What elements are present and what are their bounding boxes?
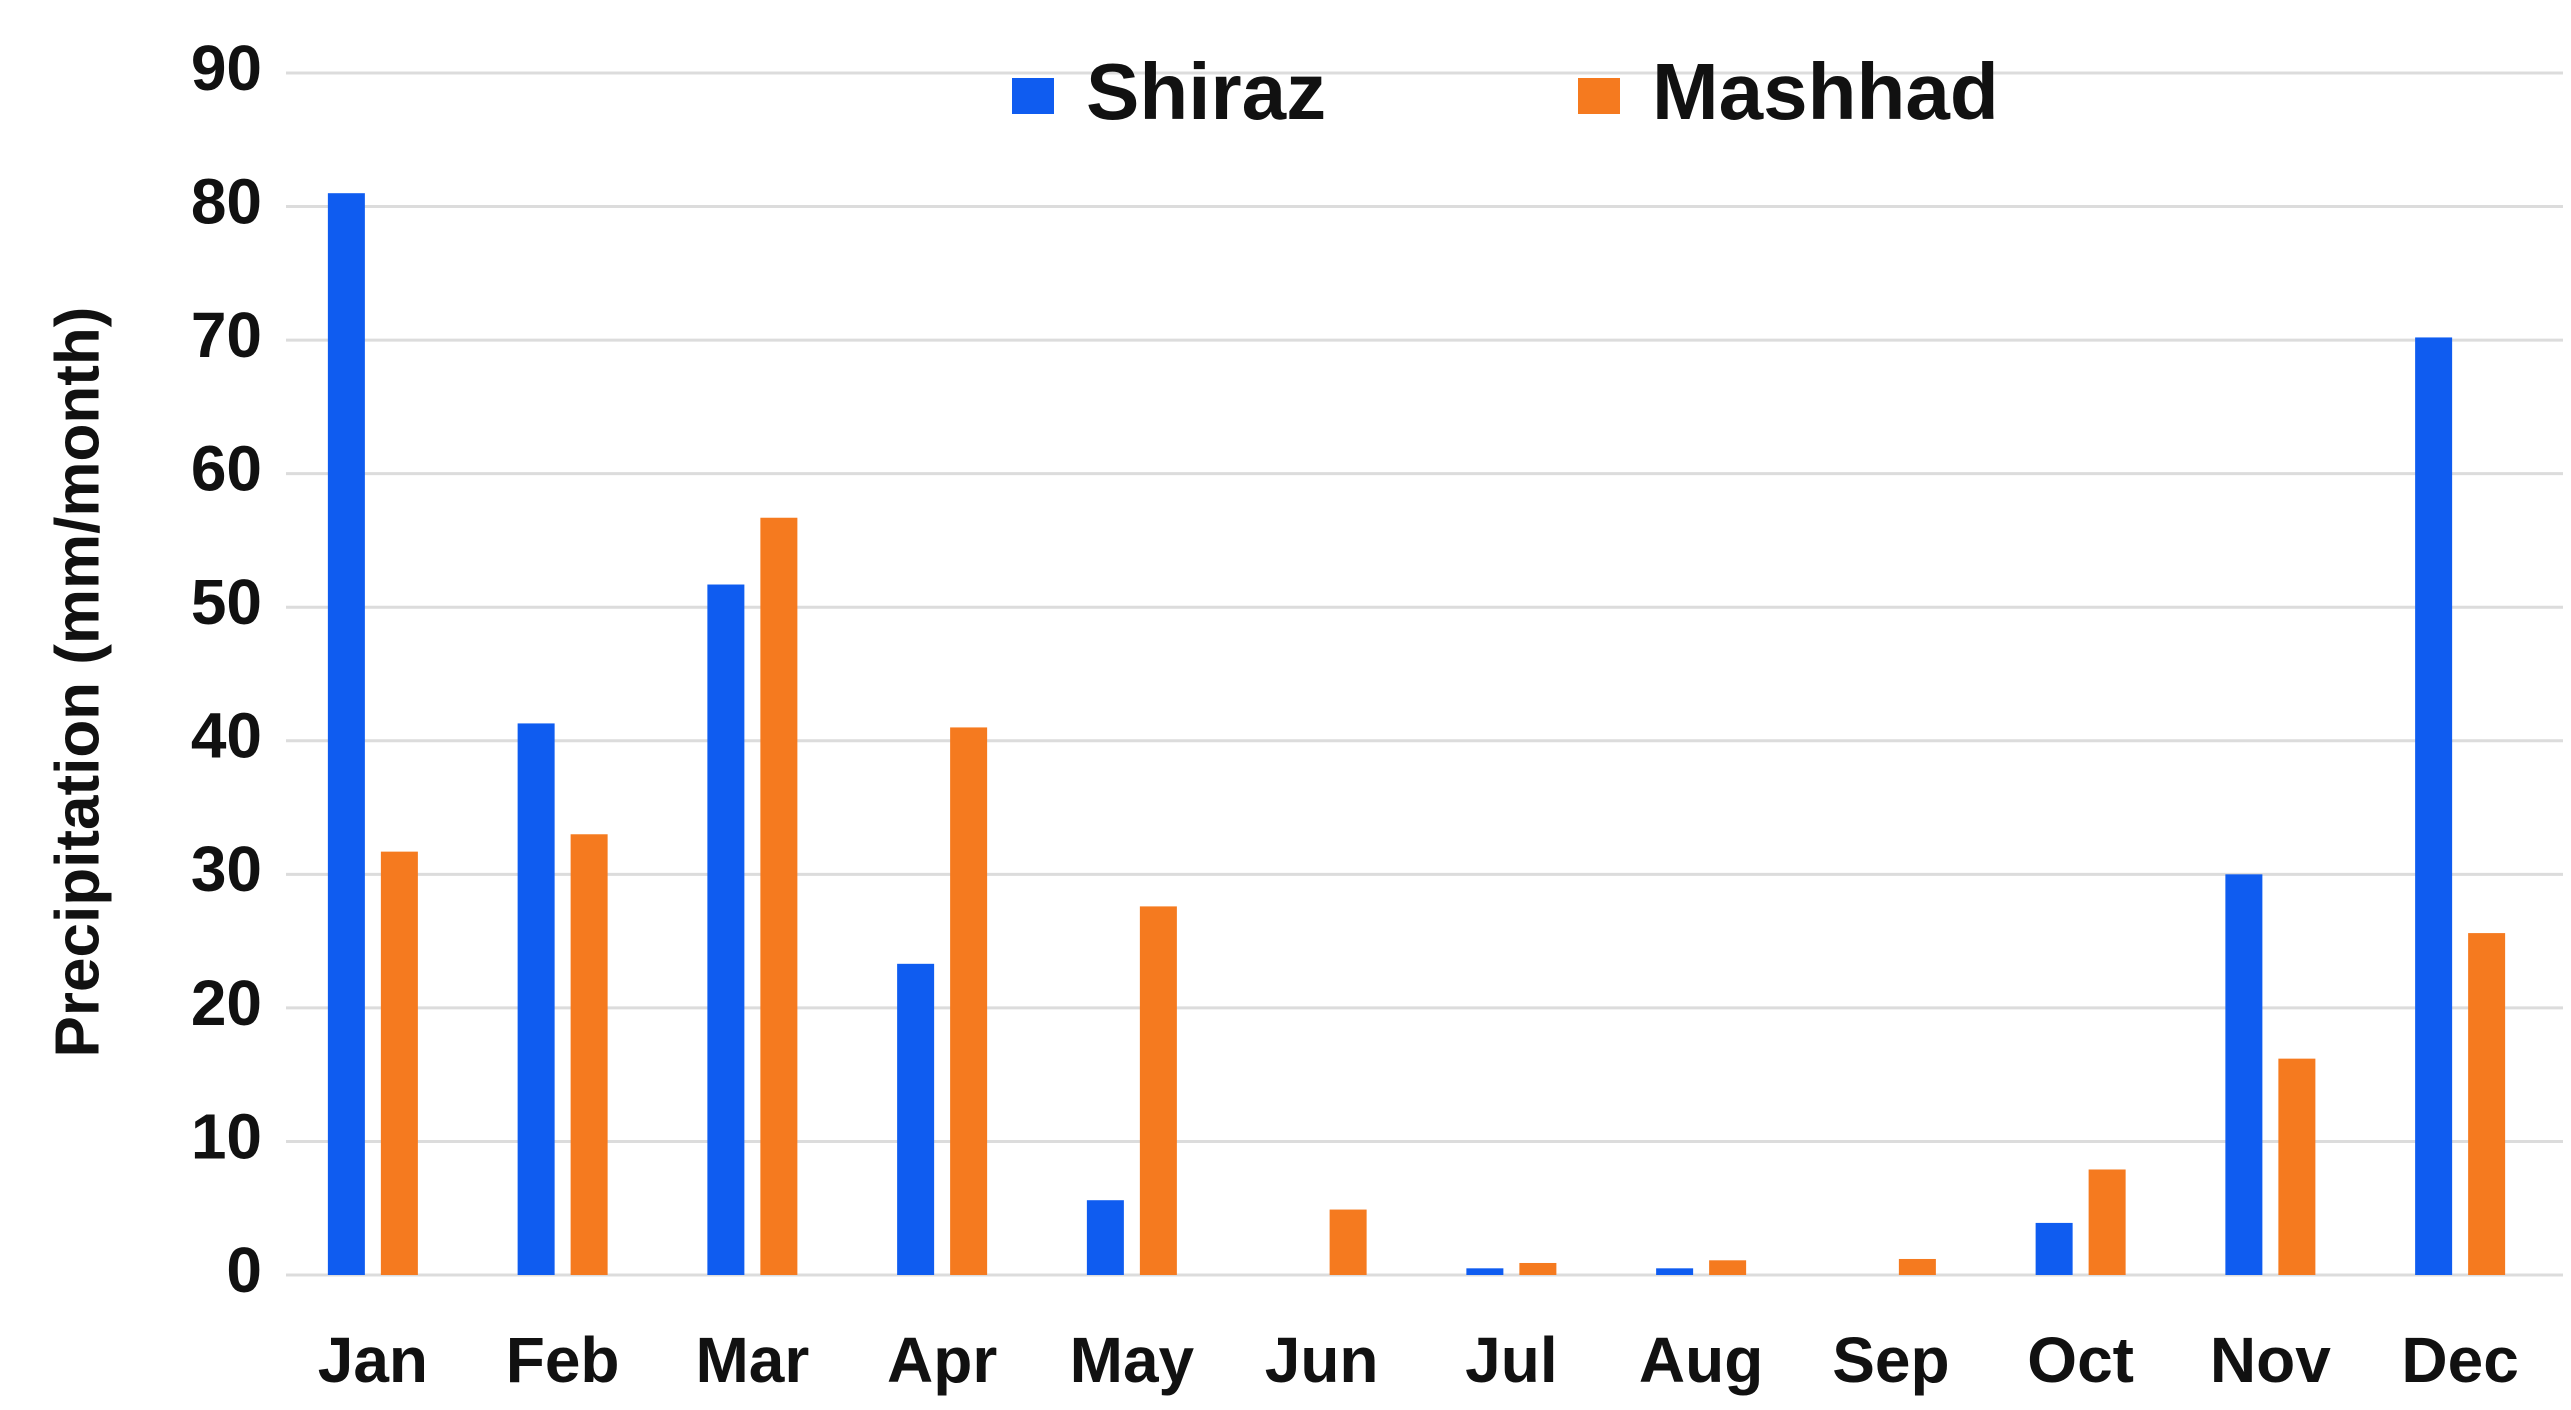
bar xyxy=(2278,1058,2316,1275)
bar xyxy=(1139,906,1177,1275)
y-axis-label: Precipitation (mm/month) xyxy=(43,307,112,1058)
x-tick-label: Jan xyxy=(318,1324,428,1396)
y-tick-label: 60 xyxy=(191,433,262,505)
x-tick-label: Feb xyxy=(506,1324,620,1396)
x-tick-label: Jul xyxy=(1465,1324,1557,1396)
y-tick-label: 90 xyxy=(191,32,262,104)
bar xyxy=(2035,1222,2073,1275)
bar xyxy=(1709,1260,1747,1275)
bar xyxy=(2088,1169,2126,1275)
x-tick-label: Dec xyxy=(2401,1324,2518,1396)
y-tick-label: 20 xyxy=(191,967,262,1039)
bar xyxy=(570,834,608,1275)
bar xyxy=(1656,1268,1694,1275)
bar xyxy=(517,723,555,1275)
legend-label: Shiraz xyxy=(1086,47,1326,136)
bar xyxy=(1898,1258,1936,1275)
y-tick-label: 70 xyxy=(191,299,262,371)
legend-label: Mashhad xyxy=(1652,47,1999,136)
x-tick-label: Apr xyxy=(887,1324,997,1396)
x-tick-label: Jun xyxy=(1265,1324,1379,1396)
bar xyxy=(380,851,418,1275)
y-tick-label: 30 xyxy=(191,833,262,905)
y-tick-label: 50 xyxy=(191,566,262,638)
x-tick-label: Aug xyxy=(1639,1324,1763,1396)
bar xyxy=(1466,1268,1504,1275)
x-tick-label: Nov xyxy=(2210,1324,2331,1396)
y-tick-label: 0 xyxy=(226,1234,262,1306)
bar xyxy=(2415,337,2453,1275)
legend-swatch xyxy=(1012,78,1054,114)
bar xyxy=(897,963,935,1275)
bar xyxy=(1086,1200,1124,1275)
x-tick-label: Mar xyxy=(695,1324,809,1396)
bar xyxy=(707,584,745,1275)
y-tick-label: 80 xyxy=(191,165,262,237)
y-tick-label: 10 xyxy=(191,1100,262,1172)
x-tick-label: Oct xyxy=(2027,1324,2134,1396)
bar xyxy=(760,517,798,1275)
bar xyxy=(2468,933,2506,1275)
bar xyxy=(950,727,988,1275)
bar xyxy=(327,193,365,1276)
legend-swatch xyxy=(1578,78,1620,114)
bar xyxy=(1329,1209,1367,1275)
x-tick-label: Sep xyxy=(1832,1324,1949,1396)
bar xyxy=(2225,874,2263,1275)
bar xyxy=(1519,1262,1557,1275)
y-tick-label: 40 xyxy=(191,700,262,772)
x-tick-label: May xyxy=(1070,1324,1195,1396)
